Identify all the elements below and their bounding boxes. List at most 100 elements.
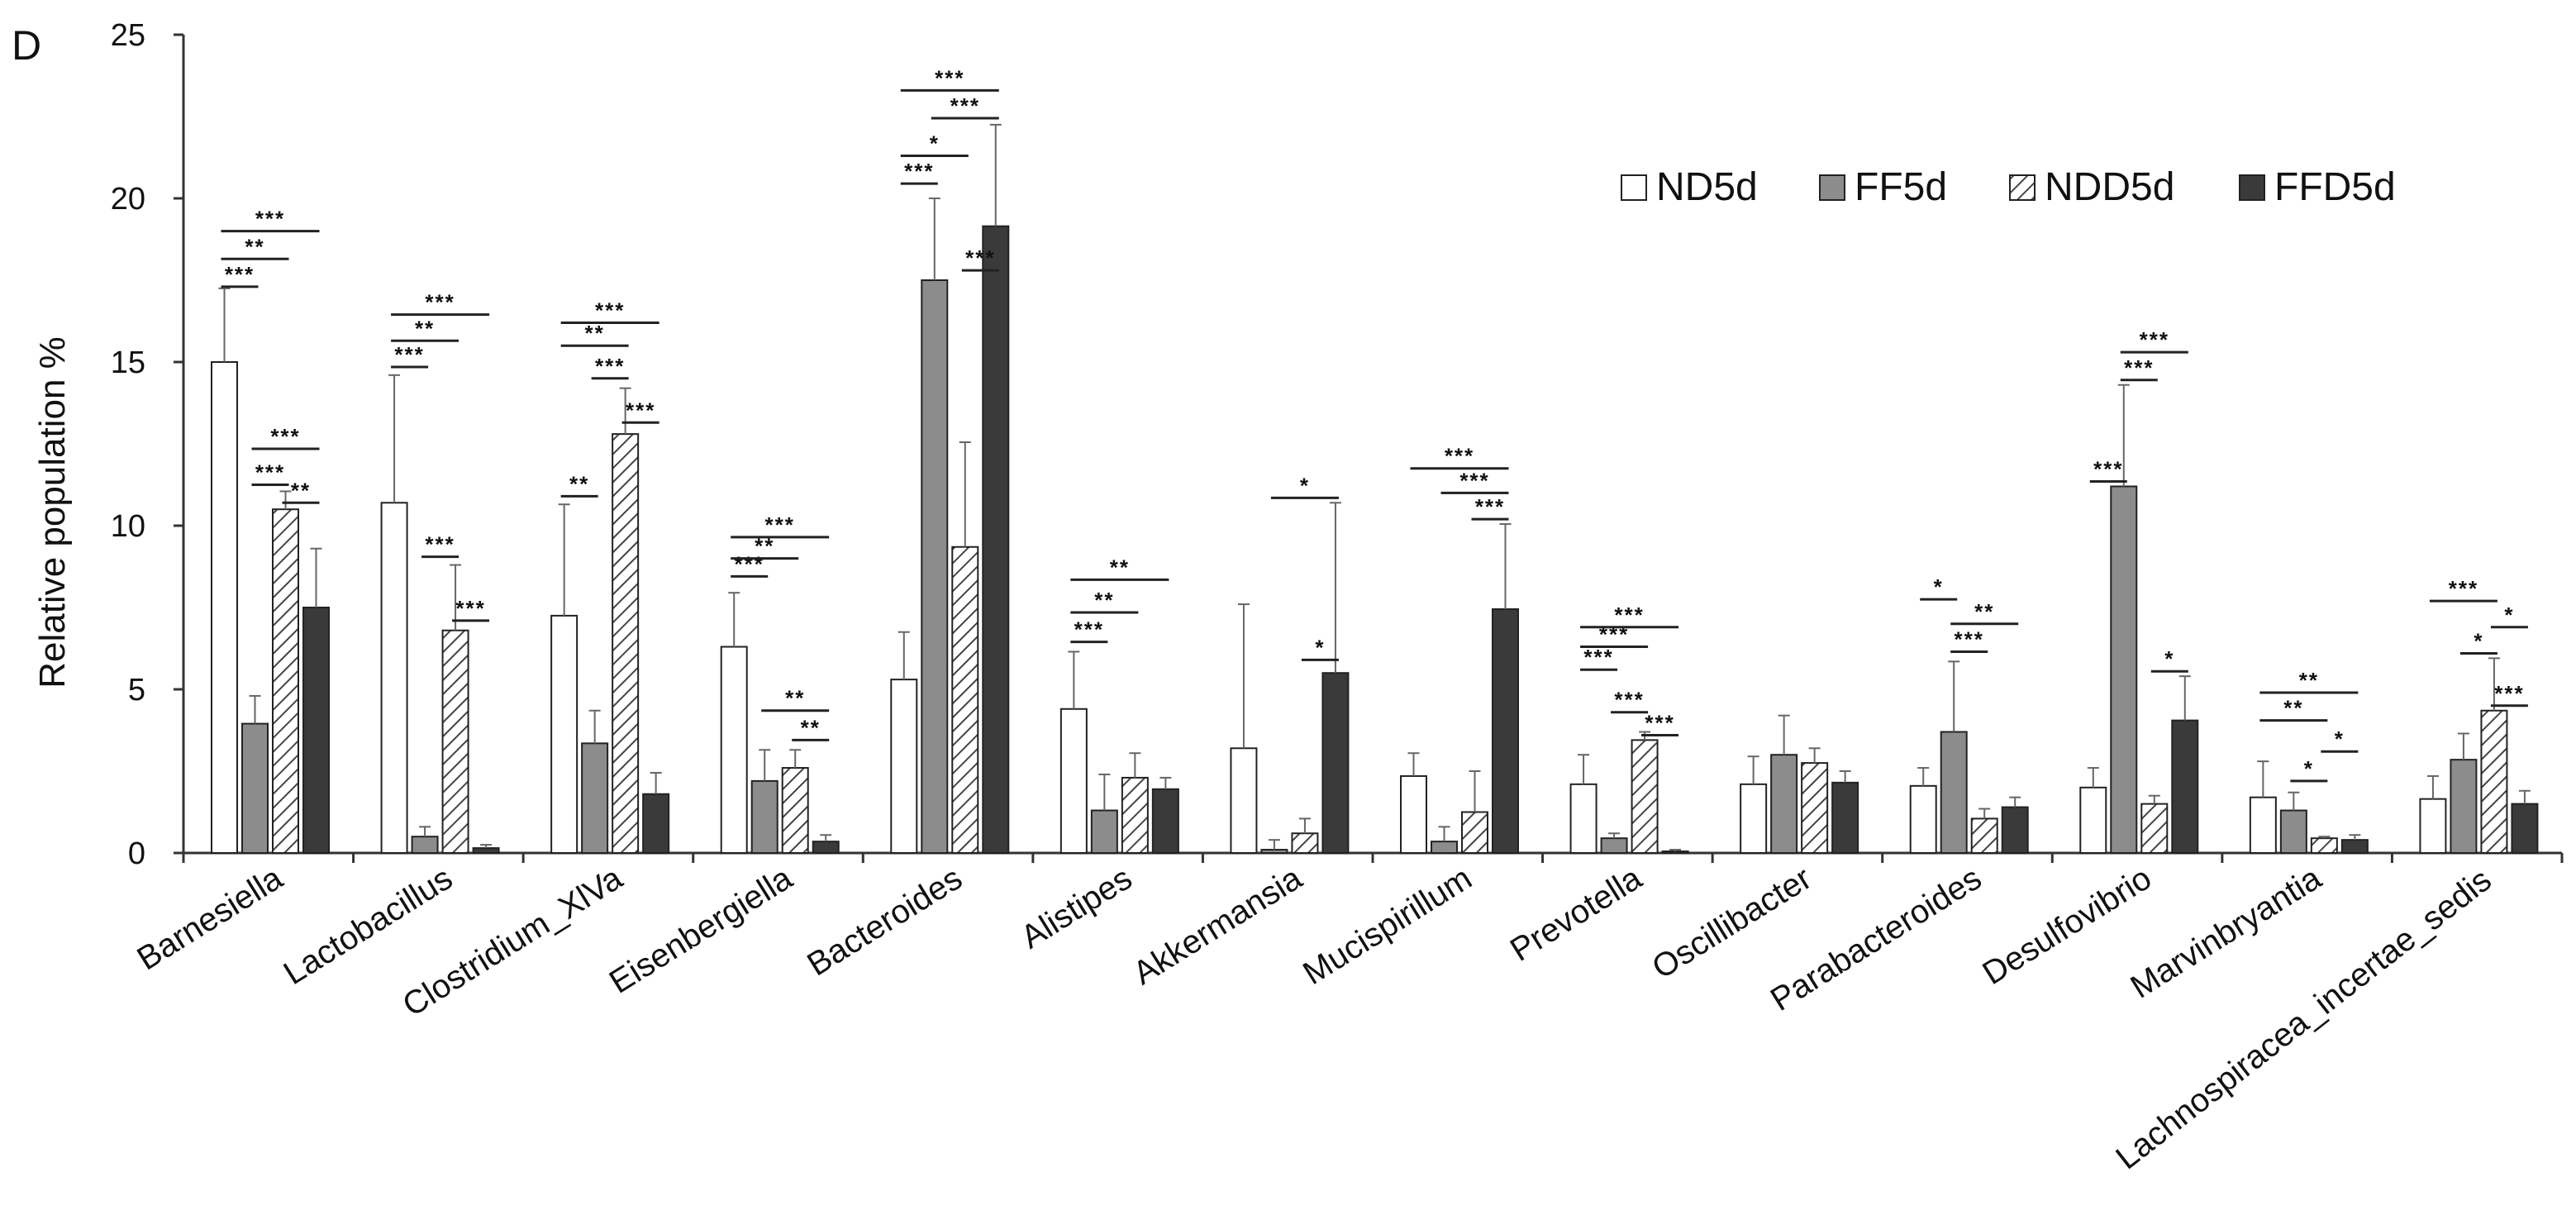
bar-nd5d-oscillibacter bbox=[1740, 783, 1768, 855]
y-tick-label: 15 bbox=[111, 345, 145, 380]
significance-label: ** bbox=[2299, 668, 2319, 693]
significance-label: *** bbox=[2449, 576, 2478, 601]
significance-brackets: ****************************************… bbox=[221, 65, 2528, 783]
bar-ndd5d-oscillibacter bbox=[1801, 762, 1829, 854]
significance-label: *** bbox=[1614, 603, 1644, 627]
category-label-mucispirillum: Mucispirillum bbox=[1297, 860, 1478, 992]
bar-ff5d-akkermansia bbox=[1260, 849, 1288, 855]
significance-label: ** bbox=[785, 686, 805, 711]
bar-ff5d-parabacteroides bbox=[1940, 731, 1968, 854]
bar-ffd5d-marvinbryantia bbox=[2340, 839, 2369, 854]
significance-label: *** bbox=[2124, 355, 2154, 380]
significance-label: *** bbox=[965, 245, 995, 270]
bar-ffd5d-oscillibacter bbox=[1831, 781, 1859, 854]
bar-ff5d-marvinbryantia bbox=[2279, 809, 2307, 855]
bar-groups bbox=[211, 123, 2539, 855]
legend-label-ffd5d: FFD5d bbox=[2274, 165, 2396, 209]
bar-ffd5d-lactobacillus bbox=[472, 847, 500, 855]
significance-label: *** bbox=[255, 460, 285, 485]
bar-ndd5d-alistipes bbox=[1121, 776, 1149, 854]
category-label-eisenbergiella: Eisenbergiella bbox=[603, 860, 799, 1001]
significance-label: * bbox=[2335, 727, 2345, 751]
legend-swatch-nd5d bbox=[1621, 174, 1647, 201]
significance-label: ** bbox=[1094, 588, 1114, 612]
significance-label: *** bbox=[255, 207, 285, 231]
bar-ffd5d-bacteroides bbox=[982, 225, 1010, 855]
significance-label: *** bbox=[2093, 457, 2123, 482]
significance-label: *** bbox=[595, 298, 625, 322]
significance-label: *** bbox=[1614, 688, 1644, 712]
significance-label: ** bbox=[2283, 696, 2303, 721]
significance-label: *** bbox=[270, 424, 300, 449]
bar-ffd5d-eisenbergiella bbox=[812, 841, 840, 855]
bar-nd5d-marvinbryantia bbox=[2249, 796, 2277, 854]
bar-ndd5d-clostridium-xlva bbox=[612, 433, 640, 854]
bar-ff5d-oscillibacter bbox=[1770, 754, 1798, 855]
significance-label: ** bbox=[585, 321, 605, 345]
legend-swatch-ffd5d bbox=[2239, 174, 2265, 201]
bar-nd5d-mucispirillum bbox=[1400, 774, 1427, 854]
bar-nd5d-akkermansia bbox=[1230, 747, 1258, 855]
significance-label: *** bbox=[1459, 468, 1489, 493]
bar-ffd5d-lachnospiracea-incertae-sedis bbox=[2511, 803, 2539, 854]
bar-ffd5d-akkermansia bbox=[1321, 672, 1350, 855]
significance-label: ** bbox=[1974, 599, 1994, 624]
significance-label: *** bbox=[394, 342, 424, 367]
significance-label: *** bbox=[735, 551, 764, 576]
bar-ff5d-alistipes bbox=[1090, 809, 1118, 855]
bar-nd5d-prevotella bbox=[1569, 783, 1598, 855]
category-label-alistipes: Alistipes bbox=[1015, 860, 1139, 955]
legend-swatch-ff5d bbox=[1819, 174, 1845, 201]
bar-nd5d-parabacteroides bbox=[1909, 784, 1937, 855]
bar-ff5d-eisenbergiella bbox=[750, 779, 779, 855]
legend-label-nd5d: ND5d bbox=[1656, 165, 1758, 209]
bar-ffd5d-mucispirillum bbox=[1492, 608, 1519, 854]
y-tick-label: 5 bbox=[128, 673, 145, 708]
bar-ndd5d-marvinbryantia bbox=[2310, 837, 2338, 854]
significance-label: * bbox=[2304, 756, 2314, 781]
significance-label: * bbox=[2504, 603, 2514, 627]
bar-ffd5d-barnesiella bbox=[302, 607, 330, 854]
category-labels: BarnesiellaLactobacillusClostridium_XlVa… bbox=[131, 860, 2497, 1177]
bar-ndd5d-lachnospiracea-incertae-sedis bbox=[2480, 709, 2508, 854]
bar-ndd5d-desulfovibrio bbox=[2140, 803, 2169, 854]
bar-ff5d-lachnospiracea-incertae-sedis bbox=[2450, 759, 2478, 855]
significance-label: ** bbox=[755, 534, 774, 559]
significance-label: * bbox=[930, 131, 940, 156]
bar-nd5d-desulfovibrio bbox=[2079, 786, 2107, 854]
legend-label-ndd5d: NDD5d bbox=[2045, 165, 2174, 209]
y-tick-label: 0 bbox=[128, 836, 145, 871]
significance-label: *** bbox=[1955, 627, 1984, 651]
bar-nd5d-lachnospiracea-incertae-sedis bbox=[2419, 798, 2447, 854]
significance-label: *** bbox=[765, 512, 795, 537]
y-tick-label: 10 bbox=[111, 509, 145, 544]
significance-label: *** bbox=[950, 93, 980, 118]
significance-label: * bbox=[2164, 646, 2174, 671]
significance-label: * bbox=[1315, 635, 1325, 660]
bar-nd5d-bacteroides bbox=[890, 679, 918, 854]
panel-label: D bbox=[12, 22, 41, 69]
significance-label: *** bbox=[626, 398, 655, 422]
significance-label: * bbox=[1934, 574, 1944, 599]
bar-ffd5d-prevotella bbox=[1661, 850, 1689, 855]
bar-ndd5d-barnesiella bbox=[272, 508, 299, 854]
bar-ff5d-mucispirillum bbox=[1431, 841, 1458, 855]
significance-label: *** bbox=[595, 354, 625, 379]
significance-label: ** bbox=[569, 471, 589, 496]
y-axis-label: Relative population % bbox=[32, 336, 73, 688]
bar-nd5d-clostridium-xlva bbox=[550, 614, 579, 855]
significance-label: *** bbox=[455, 596, 485, 621]
bar-ff5d-bacteroides bbox=[921, 279, 949, 854]
significance-label: *** bbox=[225, 262, 255, 287]
category-label-barnesiella: Barnesiella bbox=[131, 860, 289, 978]
significance-label: *** bbox=[935, 65, 964, 90]
bar-ndd5d-akkermansia bbox=[1291, 832, 1319, 854]
category-label-prevotella: Prevotella bbox=[1504, 860, 1649, 969]
category-label-marvinbryantia: Marvinbryantia bbox=[2125, 860, 2328, 1006]
bar-ndd5d-lactobacillus bbox=[441, 629, 469, 854]
bar-ffd5d-alistipes bbox=[1151, 788, 1179, 855]
bar-ndd5d-mucispirillum bbox=[1461, 811, 1488, 854]
bar-nd5d-barnesiella bbox=[211, 361, 238, 854]
bar-nd5d-eisenbergiella bbox=[720, 646, 748, 855]
